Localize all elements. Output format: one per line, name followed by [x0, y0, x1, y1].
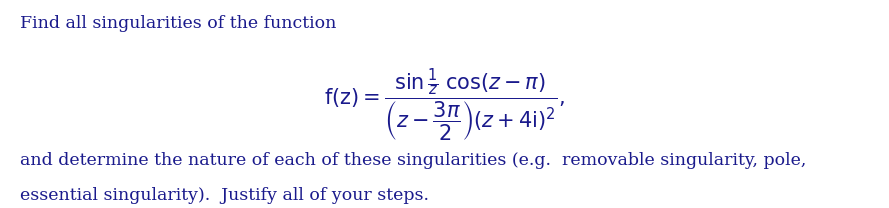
Text: $\mathrm{f(z)} = \dfrac{\sin\frac{1}{z}\;\cos(z-\pi)}{\left(z-\dfrac{3\pi}{2}\ri: $\mathrm{f(z)} = \dfrac{\sin\frac{1}{z}\… — [324, 67, 565, 144]
Text: essential singularity).  Justify all of your steps.: essential singularity). Justify all of y… — [20, 187, 428, 204]
Text: Find all singularities of the function: Find all singularities of the function — [20, 15, 336, 32]
Text: and determine the nature of each of these singularities (e.g.  removable singula: and determine the nature of each of thes… — [20, 152, 806, 169]
